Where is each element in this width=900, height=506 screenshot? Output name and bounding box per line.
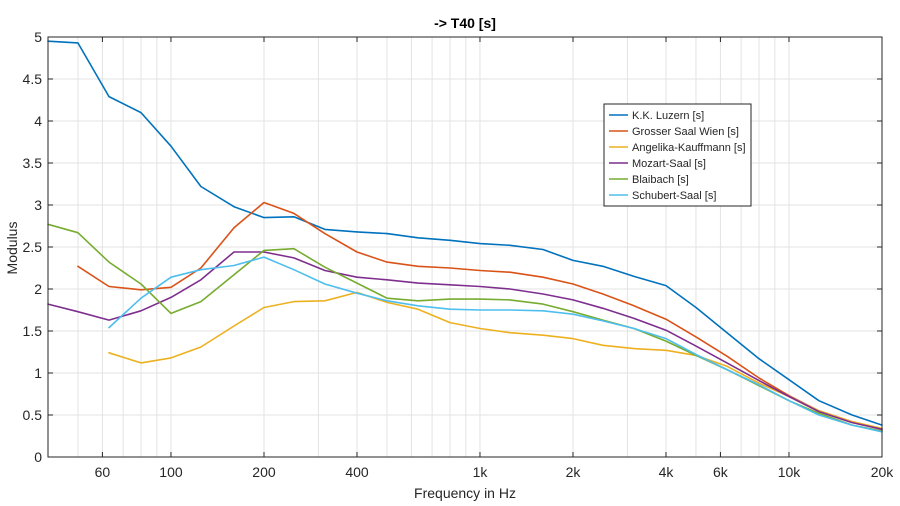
y-tick-label: 5 (34, 29, 42, 45)
legend-entry-label: Mozart-Saal [s] (632, 158, 706, 170)
y-tick-label: 3 (34, 197, 42, 213)
y-tick-label: 3.5 (23, 155, 43, 171)
x-axis-label: Frequency in Hz (414, 485, 516, 501)
y-tick-label: 4 (34, 113, 42, 129)
axes: 60 100 200 400 1k 2k 4k 6k 10k 20k 0 0.5 1 1.5 2 2.5 3 3.… (23, 29, 895, 480)
series-line-2 (77, 201, 883, 431)
y-tick-label: 4.5 (23, 71, 43, 87)
x-tick-label: 1k (473, 464, 489, 480)
x-tick-label: 4k (659, 464, 675, 480)
legend-entry-label: Grosser Saal Wien [s] (632, 126, 739, 138)
legend-entry-label: K.K. Luzern [s] (632, 110, 704, 122)
legend-entry-label: Angelika-Kauffmann [s] (632, 142, 746, 154)
x-tick-label: 60 (95, 464, 111, 480)
y-tick-label: 0 (34, 449, 42, 465)
legend-entry-label: Schubert-Saal [s] (632, 190, 716, 202)
y-tick-label: 1 (34, 365, 42, 381)
legend: K.K. Luzern [s] Grosser Saal Wien [s] Ange… (603, 103, 752, 207)
x-tick-label: 2k (566, 464, 582, 480)
x-tick-label: 200 (252, 464, 276, 480)
y-axis-label: Modulus (4, 222, 20, 275)
x-tick-label: 6k (713, 464, 729, 480)
legend-entry-label: Blaibach [s] (632, 174, 689, 186)
x-tick-label: 10k (778, 464, 802, 480)
legend-box (603, 103, 752, 207)
series-lines (47, 40, 883, 433)
x-tick-label: 400 (345, 464, 369, 480)
y-tick-label: 1.5 (23, 323, 43, 339)
x-tick-label: 20k (871, 464, 895, 480)
y-tick-label: 0.5 (23, 407, 43, 423)
x-tick-label: 100 (159, 464, 183, 480)
series-line-4 (47, 251, 883, 431)
y-tick-label: 2 (34, 281, 42, 297)
chart-title: -> T40 [s] (434, 15, 496, 31)
series-line-1 (47, 40, 883, 426)
series-line-6 (108, 256, 883, 433)
y-tick-label: 2.5 (23, 239, 43, 255)
series-line-3 (108, 291, 883, 430)
